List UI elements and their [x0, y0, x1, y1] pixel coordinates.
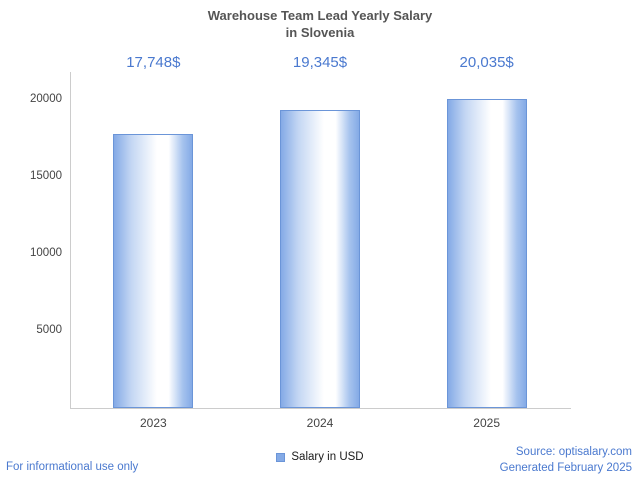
legend-label: Salary in USD: [291, 451, 364, 463]
source-line-1: Source: optisalary.com: [515, 446, 632, 458]
chart-title-line-1: Warehouse Team Lead Yearly Salary: [207, 8, 433, 23]
y-tick-label: 20000: [30, 92, 62, 105]
legend-swatch-icon: [276, 452, 286, 462]
bar-value-label: 20,035$: [459, 54, 514, 71]
y-tick-label: 10000: [30, 246, 62, 259]
bar-2023[interactable]: [113, 134, 194, 408]
y-tick-label: 5000: [36, 323, 62, 336]
y-tick-label: 15000: [30, 169, 62, 182]
x-tick-label: 2023: [139, 416, 167, 430]
y-axis-line: [70, 72, 71, 409]
footer-note: For informational use only: [6, 461, 139, 473]
x-axis-line: [70, 408, 571, 409]
chart-title-line-2: in Slovenia: [285, 25, 355, 40]
bar-2025[interactable]: [446, 99, 527, 408]
source-line-2: Generated February 2025: [499, 462, 632, 474]
x-tick-label: 2025: [473, 416, 501, 430]
source-attribution: Source: optisalary.com Generated Februar…: [500, 444, 632, 476]
legend: Salary in USD: [0, 451, 640, 463]
bar-value-label: 19,345$: [292, 54, 348, 71]
bar-value-label: 17,748$: [126, 54, 181, 71]
bar-2024[interactable]: [280, 109, 360, 408]
x-tick-label: 2024: [306, 416, 334, 430]
chart-title: Warehouse Team Lead Yearly Salary in Slo…: [0, 7, 640, 41]
